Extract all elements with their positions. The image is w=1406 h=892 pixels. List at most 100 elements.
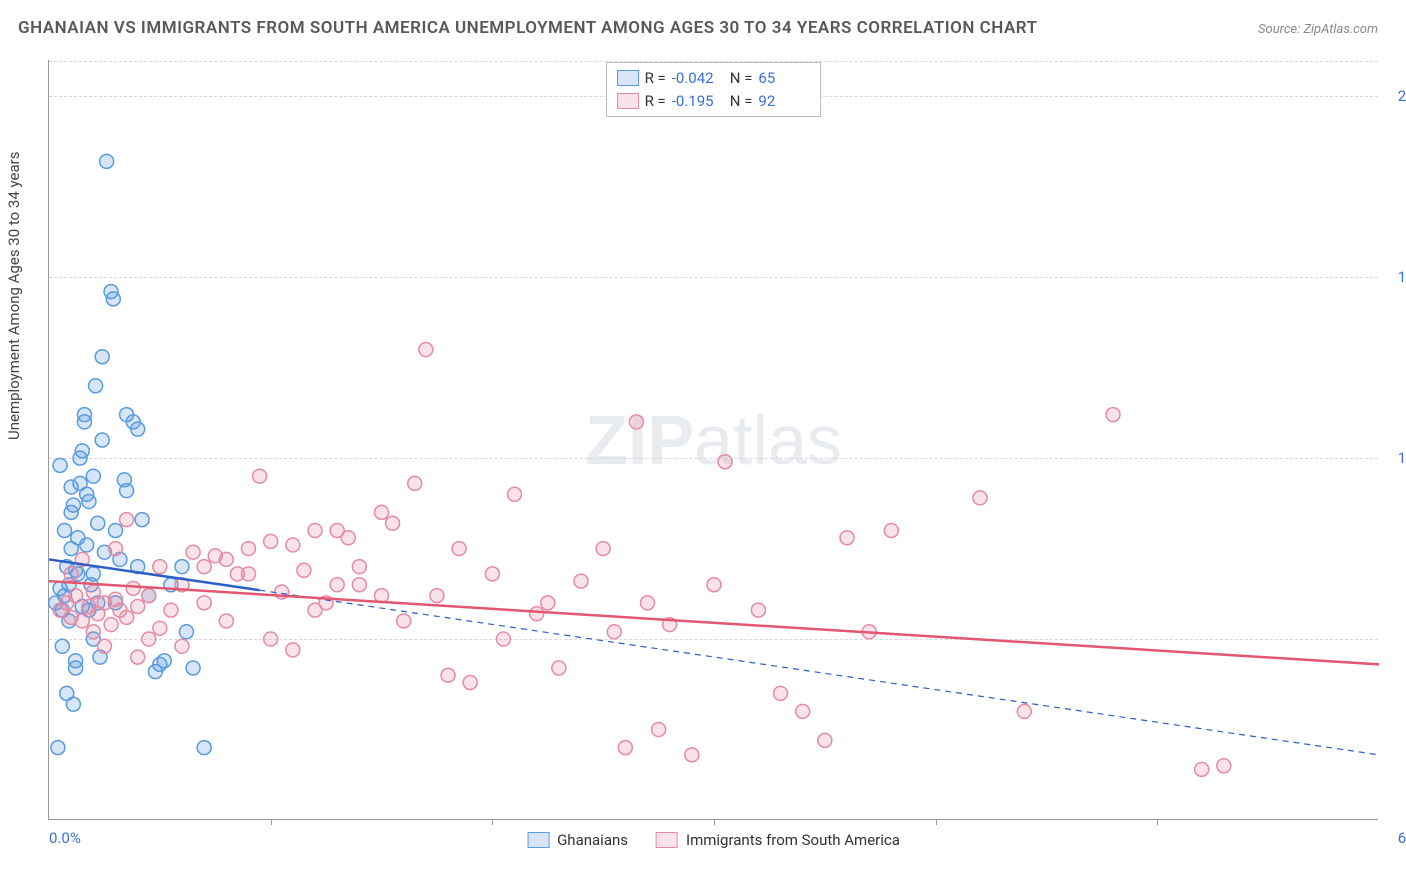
scatter-point (131, 650, 145, 664)
chart-title: GHANAIAN VS IMMIGRANTS FROM SOUTH AMERIC… (18, 18, 1038, 38)
scatter-point (175, 560, 189, 574)
scatter-point (179, 625, 193, 639)
scatter-point (186, 661, 200, 675)
scatter-point (142, 589, 156, 603)
scatter-point (164, 603, 178, 617)
scatter-point (131, 599, 145, 613)
chart-container: GHANAIAN VS IMMIGRANTS FROM SOUTH AMERIC… (0, 0, 1406, 892)
scatter-point (352, 578, 366, 592)
y-axis-label: Unemployment Among Ages 30 to 34 years (5, 152, 23, 440)
scatter-point (607, 625, 621, 639)
scatter-point (120, 513, 134, 527)
scatter-point (441, 668, 455, 682)
x-tick-mark (714, 819, 715, 825)
scatter-point (1195, 762, 1209, 776)
scatter-point (64, 567, 78, 581)
scatter-point (91, 516, 105, 530)
scatter-point (135, 513, 149, 527)
scatter-point (89, 379, 103, 393)
scatter-point (86, 585, 100, 599)
scatter-point (297, 563, 311, 577)
scatter-point (352, 560, 366, 574)
scatter-point (386, 516, 400, 530)
scatter-point (618, 741, 632, 755)
x-tick-label: 0.0% (49, 829, 81, 847)
legend-swatch-immigrants (656, 832, 678, 848)
scatter-point (430, 589, 444, 603)
scatter-point (69, 661, 83, 675)
scatter-point (55, 639, 69, 653)
x-tick-mark (271, 819, 272, 825)
scatter-point (408, 476, 422, 490)
scatter-point (66, 697, 80, 711)
scatter-point (153, 621, 167, 635)
scatter-point (73, 476, 87, 490)
scatter-point (652, 723, 666, 737)
scatter-point (197, 560, 211, 574)
scatter-point (1217, 759, 1231, 773)
scatter-point (153, 560, 167, 574)
scatter-point (186, 545, 200, 559)
scatter-point (419, 343, 433, 357)
x-tick-label: 60.0% (1398, 829, 1406, 847)
scatter-point (175, 639, 189, 653)
x-tick-mark (936, 819, 937, 825)
scatter-point (264, 632, 278, 646)
scatter-point (452, 542, 466, 556)
scatter-point (197, 741, 211, 755)
scatter-point (286, 643, 300, 657)
y-tick-label: 10.0% (1398, 449, 1406, 467)
scatter-point (308, 603, 322, 617)
scatter-point (77, 408, 91, 422)
scatter-point (197, 596, 211, 610)
scatter-point (463, 675, 477, 689)
scatter-point (120, 610, 134, 624)
scatter-point (397, 614, 411, 628)
scatter-point (82, 495, 96, 509)
scatter-point (818, 733, 832, 747)
scatter-point (574, 574, 588, 588)
legend-swatch-ghanaians (527, 832, 549, 848)
plot-area: ZIPatlas 5.0%10.0%15.0%20.0% R = -0.042 … (48, 60, 1378, 820)
scatter-point (51, 741, 65, 755)
regression-line (49, 581, 1379, 664)
scatter-point (552, 661, 566, 675)
scatter-point (109, 523, 123, 537)
scatter-point (242, 542, 256, 556)
scatter-point (75, 614, 89, 628)
regression-extrapolation (260, 590, 1379, 755)
x-tick-mark (492, 819, 493, 825)
scatter-point (286, 538, 300, 552)
scatter-point (64, 542, 78, 556)
source-attribution: Source: ZipAtlas.com (1258, 22, 1378, 37)
scatter-point (629, 415, 643, 429)
scatter-point (707, 578, 721, 592)
scatter-point (86, 469, 100, 483)
scatter-point (120, 484, 134, 498)
scatter-point (330, 578, 344, 592)
scatter-point (796, 704, 810, 718)
x-tick-mark (1157, 819, 1158, 825)
scatter-point (58, 523, 72, 537)
scatter-point (596, 542, 610, 556)
scatter-point (126, 581, 140, 595)
scatter-point (718, 455, 732, 469)
scatter-point (375, 505, 389, 519)
plot-svg (49, 60, 1378, 819)
scatter-point (95, 433, 109, 447)
scatter-point (106, 292, 120, 306)
scatter-point (142, 632, 156, 646)
legend-label-immigrants: Immigrants from South America (686, 831, 900, 849)
scatter-point (86, 567, 100, 581)
scatter-point (100, 154, 114, 168)
source-link[interactable]: ZipAtlas.com (1303, 22, 1378, 37)
y-tick-label: 15.0% (1398, 268, 1406, 286)
source-label: Source: (1258, 22, 1300, 37)
scatter-point (973, 491, 987, 505)
scatter-point (53, 458, 67, 472)
scatter-point (840, 531, 854, 545)
scatter-point (109, 542, 123, 556)
scatter-point (485, 567, 499, 581)
scatter-point (157, 654, 171, 668)
y-tick-label: 20.0% (1398, 87, 1406, 105)
